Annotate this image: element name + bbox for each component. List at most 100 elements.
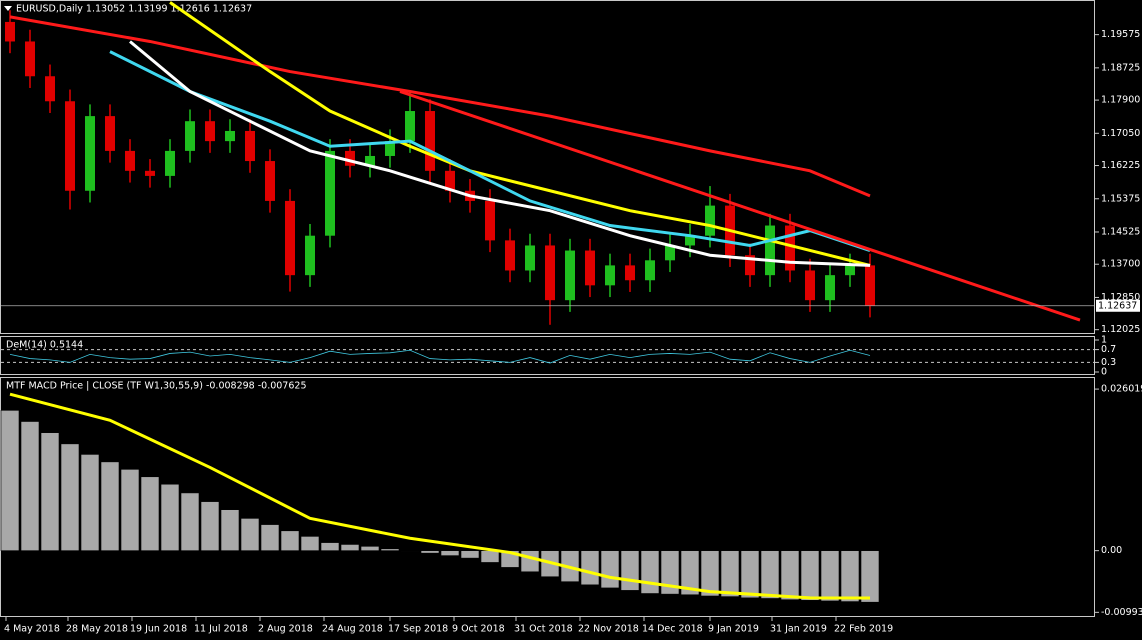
histogram-bar <box>340 544 360 551</box>
histogram-bar <box>720 550 740 597</box>
histogram-bar <box>580 550 600 586</box>
candle-body <box>65 101 75 191</box>
histogram-bar <box>440 550 460 556</box>
candle-body <box>185 121 195 151</box>
y-tick-label: 0 <box>1101 367 1107 378</box>
candle-body <box>425 111 435 171</box>
menu-arrow[interactable] <box>4 6 12 11</box>
y-tick-label: 1.19575 <box>1101 29 1140 40</box>
candle-body <box>865 265 875 306</box>
histogram-bar <box>460 550 480 559</box>
dem-panel <box>0 336 1095 375</box>
candle-body <box>385 141 395 156</box>
x-tick-label: 24 Aug 2018 <box>322 624 383 635</box>
indicator-line <box>9 15 871 198</box>
histogram-bar <box>660 550 680 595</box>
y-tick-label: 1.12025 <box>1101 324 1140 335</box>
candle-body <box>565 250 575 301</box>
signal-line <box>9 392 871 600</box>
y-tick-label: 1.12850 <box>1101 292 1140 303</box>
histogram-bar <box>360 546 380 551</box>
histogram-bar <box>140 476 160 551</box>
x-tick-label: 17 Sep 2018 <box>388 624 448 635</box>
histogram-bar <box>240 518 260 551</box>
histogram-bar <box>840 550 860 602</box>
candle-body <box>825 275 835 301</box>
macd-title: MTF MACD Price | CLOSE (TF W1,30,55,9) -… <box>6 381 306 392</box>
candle-body <box>505 240 515 271</box>
y-tick-label: 1 <box>1101 335 1107 346</box>
x-tick-label: 31 Jan 2019 <box>770 624 827 635</box>
histogram-bar <box>160 483 180 551</box>
candle-body <box>265 161 275 201</box>
x-tick-label: 9 Jan 2019 <box>708 624 759 635</box>
candle-body <box>585 250 595 286</box>
x-tick-label: 2 Aug 2018 <box>258 624 313 635</box>
candle-body <box>625 265 635 281</box>
candle-body <box>205 121 215 142</box>
y-tick-label: 1.14525 <box>1101 226 1140 237</box>
candle-body <box>85 116 95 191</box>
histogram-bar <box>640 550 660 594</box>
histogram-bar <box>380 548 400 551</box>
histogram-bar <box>620 550 640 591</box>
candle-body <box>745 255 755 276</box>
candle-body <box>105 116 115 151</box>
candle-body <box>225 130 235 142</box>
candle-body <box>785 225 795 271</box>
histogram-bar <box>200 501 220 551</box>
indicator-line <box>399 90 1081 322</box>
candle-body <box>125 150 135 171</box>
indicator-line <box>109 50 871 252</box>
candle-body <box>525 245 535 271</box>
candle-body <box>145 170 155 176</box>
candle-body <box>25 41 35 77</box>
x-tick-label: 22 Nov 2018 <box>578 624 639 635</box>
y-tick-label: 0.3 <box>1101 357 1116 368</box>
candle-body <box>445 170 455 191</box>
y-tick-label: -0.009932 <box>1101 607 1142 618</box>
chart-title: EURUSD,Daily 1.13052 1.13199 1.12616 1.1… <box>16 4 252 15</box>
candle-body <box>245 130 255 162</box>
y-tick-label: 0.026019 <box>1101 384 1142 395</box>
x-tick-label: 19 Jun 2018 <box>130 624 187 635</box>
histogram-bar <box>320 542 340 551</box>
histogram-bar <box>600 550 620 589</box>
candle-body <box>305 235 315 276</box>
histogram-bar <box>820 550 840 602</box>
histogram-bar <box>260 524 280 551</box>
histogram-bar <box>60 443 80 551</box>
candle-body <box>405 111 415 142</box>
candle-body <box>545 245 555 301</box>
price-label-box <box>1096 299 1140 312</box>
candle-body <box>5 21 15 42</box>
candle-body <box>365 155 375 166</box>
y-tick-label: 1.17900 <box>1101 95 1140 106</box>
histogram-bar <box>300 536 320 551</box>
histogram-bar <box>120 469 140 551</box>
x-tick-label: 9 Oct 2018 <box>452 624 505 635</box>
candle-body <box>685 235 695 246</box>
histogram-bar <box>740 550 760 599</box>
main-panel <box>0 0 1095 334</box>
x-tick-label: 28 May 2018 <box>66 624 128 635</box>
histogram-bar <box>860 550 880 603</box>
candle-body <box>705 205 715 236</box>
histogram-bar <box>0 410 20 551</box>
histogram-bar <box>760 550 780 599</box>
y-tick-label: 0.00 <box>1101 545 1122 556</box>
candle-body <box>45 76 55 102</box>
candle-body <box>325 150 335 236</box>
price-label: 1.12637 <box>1098 300 1137 311</box>
histogram-bar <box>40 432 60 551</box>
candle-body <box>805 270 815 301</box>
indicator-line <box>169 1 871 267</box>
candle-body <box>605 265 615 286</box>
histogram-bar <box>420 550 440 554</box>
histogram-bar <box>520 550 540 573</box>
histogram-bar <box>80 454 100 551</box>
y-tick-label: 1.15375 <box>1101 193 1140 204</box>
y-tick-label: 0.7 <box>1101 344 1116 355</box>
dem-line <box>9 349 871 364</box>
